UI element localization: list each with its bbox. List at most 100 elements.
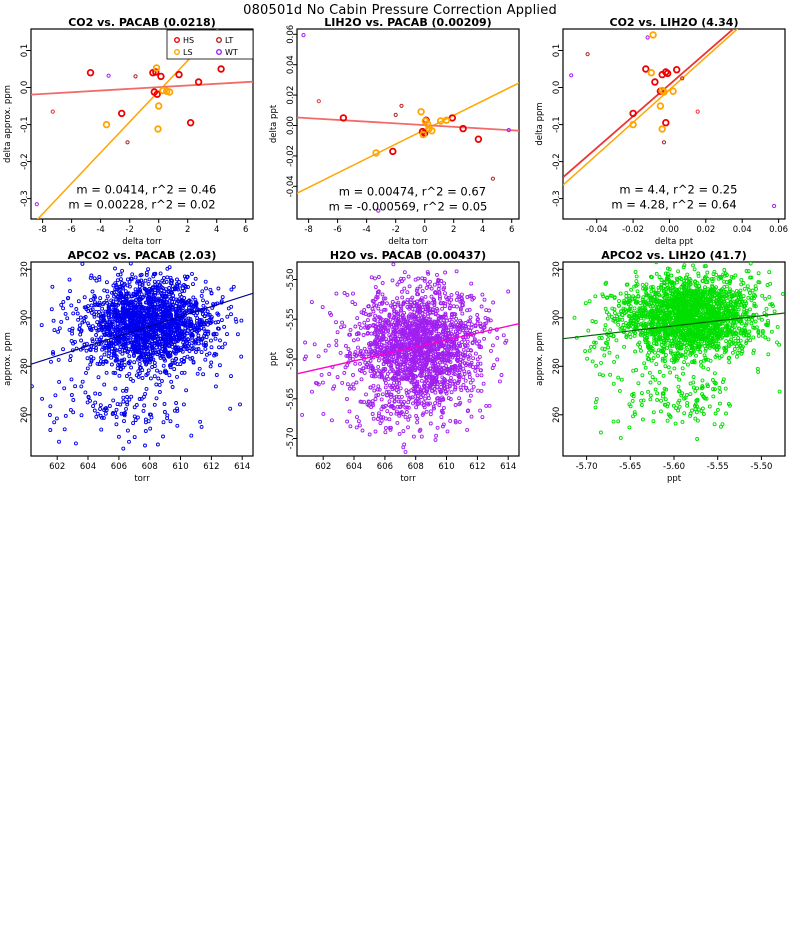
- svg-text:-2: -2: [125, 225, 133, 235]
- svg-text:0.0: 0.0: [552, 81, 562, 95]
- svg-text:approx. ppm: approx. ppm: [3, 332, 13, 386]
- svg-text:m = 4.4, r^2 = 0.25: m = 4.4, r^2 = 0.25: [619, 182, 737, 196]
- svg-text:-8: -8: [304, 225, 312, 235]
- svg-text:-4: -4: [96, 225, 104, 235]
- svg-text:-5.50: -5.50: [286, 269, 296, 291]
- svg-text:612: 612: [203, 462, 219, 472]
- plot-1: LIH2O vs. PACAB (0.00209) -8 -6 -4 -2 0 2 4 6 0.0…: [269, 17, 520, 247]
- svg-text:608: 608: [142, 462, 158, 472]
- svg-text:0.00: 0.00: [660, 225, 679, 235]
- svg-text:torr: torr: [134, 474, 150, 484]
- svg-text:608: 608: [408, 462, 424, 472]
- svg-text:-0.2: -0.2: [20, 153, 30, 170]
- svg-text:-5.70: -5.70: [576, 462, 598, 472]
- svg-text:delta ppt: delta ppt: [269, 104, 279, 143]
- svg-text:614: 614: [500, 462, 516, 472]
- svg-text:-0.04: -0.04: [586, 225, 608, 235]
- svg-text:300: 300: [552, 310, 562, 326]
- plot-4: H2O vs. PACAB (0.00437) 602 604 606 608 610 61…: [269, 250, 520, 484]
- svg-text:LIH2O vs. PACAB (0.00209): LIH2O vs. PACAB (0.00209): [324, 17, 491, 29]
- svg-text:610: 610: [438, 462, 454, 472]
- svg-text:LS: LS: [183, 48, 193, 57]
- svg-text:APCO2 vs. LIH2O (41.7): APCO2 vs. LIH2O (41.7): [601, 250, 747, 262]
- svg-text:604: 604: [80, 462, 96, 472]
- svg-text:-2: -2: [391, 225, 399, 235]
- svg-text:APCO2 vs. PACAB (2.03): APCO2 vs. PACAB (2.03): [68, 250, 217, 262]
- svg-text:606: 606: [111, 462, 127, 472]
- svg-text:m = 0.0414, r^2 = 0.46: m = 0.0414, r^2 = 0.46: [76, 182, 216, 196]
- svg-text:604: 604: [346, 462, 362, 472]
- svg-text:-5.60: -5.60: [663, 462, 685, 472]
- svg-text:-5.50: -5.50: [750, 462, 772, 472]
- panel-h2o-vs-pacab: H2O vs. PACAB (0.00437) 602 604 606 608 610 61…: [267, 250, 533, 494]
- svg-text:6: 6: [243, 225, 248, 235]
- svg-text:-0.3: -0.3: [20, 190, 30, 207]
- svg-text:6: 6: [509, 225, 514, 235]
- svg-text:ppt: ppt: [269, 351, 279, 366]
- panel-co2-vs-lih2o: CO2 vs. LIH2O (4.34) -0.04 -0.02 0.00 0.02 0.…: [533, 17, 799, 250]
- svg-text:0.1: 0.1: [20, 44, 30, 58]
- svg-text:LT: LT: [225, 36, 233, 45]
- svg-text:CO2 vs. PACAB (0.0218): CO2 vs. PACAB (0.0218): [68, 17, 216, 29]
- svg-text:ppt: ppt: [667, 474, 682, 484]
- svg-text:0.00: 0.00: [286, 116, 296, 135]
- figure-title: 080501d No Cabin Pressure Correction App…: [243, 3, 557, 18]
- svg-text:0.02: 0.02: [696, 225, 715, 235]
- svg-text:2: 2: [451, 225, 456, 235]
- svg-text:0: 0: [422, 225, 427, 235]
- svg-text:602: 602: [49, 462, 65, 472]
- svg-text:-4: -4: [362, 225, 370, 235]
- svg-text:610: 610: [172, 462, 188, 472]
- svg-text:delta torr: delta torr: [122, 237, 162, 247]
- svg-text:0.06: 0.06: [769, 225, 788, 235]
- svg-text:320: 320: [552, 261, 562, 277]
- figure-panels: CO2 vs. PACAB (0.0218) -8 -6 -4 -2 0 2 4 6 0.1 0.0…: [1, 17, 799, 494]
- svg-text:m = 4.28, r^2 = 0.64: m = 4.28, r^2 = 0.64: [611, 198, 736, 212]
- plot-2: CO2 vs. LIH2O (4.34) -0.04 -0.02 0.00 0.02 0.…: [535, 17, 788, 247]
- svg-text:m = 0.00228, r^2 = 0.02: m = 0.00228, r^2 = 0.02: [68, 198, 215, 212]
- svg-text:-0.02: -0.02: [622, 225, 644, 235]
- svg-text:H2O vs. PACAB (0.00437): H2O vs. PACAB (0.00437): [330, 250, 486, 262]
- svg-text:0.1: 0.1: [552, 44, 562, 58]
- svg-text:-5.65: -5.65: [286, 388, 296, 410]
- svg-text:-8: -8: [38, 225, 46, 235]
- svg-text:260: 260: [20, 407, 30, 423]
- svg-text:m = -0.000569, r^2 = 0.05: m = -0.000569, r^2 = 0.05: [329, 199, 488, 213]
- svg-text:approx. ppm: approx. ppm: [535, 332, 545, 386]
- svg-text:320: 320: [20, 261, 30, 277]
- svg-text:WT: WT: [225, 48, 238, 57]
- svg-text:delta approx. ppm: delta approx. ppm: [3, 85, 13, 163]
- svg-text:280: 280: [552, 358, 562, 374]
- svg-text:300: 300: [20, 310, 30, 326]
- panel-co2-vs-pacab: CO2 vs. PACAB (0.0218) -8 -6 -4 -2 0 2 4 6 0.1 0.0…: [1, 17, 267, 250]
- svg-text:-0.2: -0.2: [552, 153, 562, 170]
- svg-text:-0.1: -0.1: [20, 116, 30, 133]
- svg-text:0.02: 0.02: [286, 86, 296, 105]
- svg-text:2: 2: [185, 225, 190, 235]
- svg-text:-5.55: -5.55: [286, 308, 296, 330]
- svg-text:602: 602: [315, 462, 331, 472]
- svg-text:-0.1: -0.1: [552, 116, 562, 133]
- svg-text:-5.70: -5.70: [286, 428, 296, 450]
- panel-apco2-vs-lih2o: APCO2 vs. LIH2O (41.7) -5.70 -5.65 -5.60 -5.…: [533, 250, 799, 494]
- svg-text:HS: HS: [183, 36, 194, 45]
- svg-text:-0.04: -0.04: [286, 175, 296, 197]
- svg-text:0.04: 0.04: [733, 225, 752, 235]
- svg-text:0.0: 0.0: [20, 81, 30, 95]
- svg-text:-5.60: -5.60: [286, 348, 296, 370]
- svg-text:-0.02: -0.02: [286, 145, 296, 167]
- plot-5: APCO2 vs. LIH2O (41.7) -5.70 -5.65 -5.60 -5.…: [535, 250, 786, 484]
- svg-text:-0.3: -0.3: [552, 190, 562, 207]
- svg-text:4: 4: [480, 225, 485, 235]
- svg-text:delta ppm: delta ppm: [535, 102, 545, 145]
- plot-3: APCO2 vs. PACAB (2.03) 602 604 606 608 610 612…: [3, 250, 254, 484]
- svg-text:612: 612: [469, 462, 485, 472]
- panel-apco2-vs-pacab: APCO2 vs. PACAB (2.03) 602 604 606 608 610 612…: [1, 250, 267, 494]
- svg-text:614: 614: [234, 462, 250, 472]
- svg-text:280: 280: [20, 358, 30, 374]
- plot-0: CO2 vs. PACAB (0.0218) -8 -6 -4 -2 0 2 4 6 0.1 0.0…: [3, 17, 254, 247]
- panel-lih2o-vs-pacab: LIH2O vs. PACAB (0.00209) -8 -6 -4 -2 0 2 4 6 0.0…: [267, 17, 533, 250]
- svg-text:0: 0: [156, 225, 161, 235]
- svg-text:0.04: 0.04: [286, 55, 296, 74]
- svg-text:606: 606: [377, 462, 393, 472]
